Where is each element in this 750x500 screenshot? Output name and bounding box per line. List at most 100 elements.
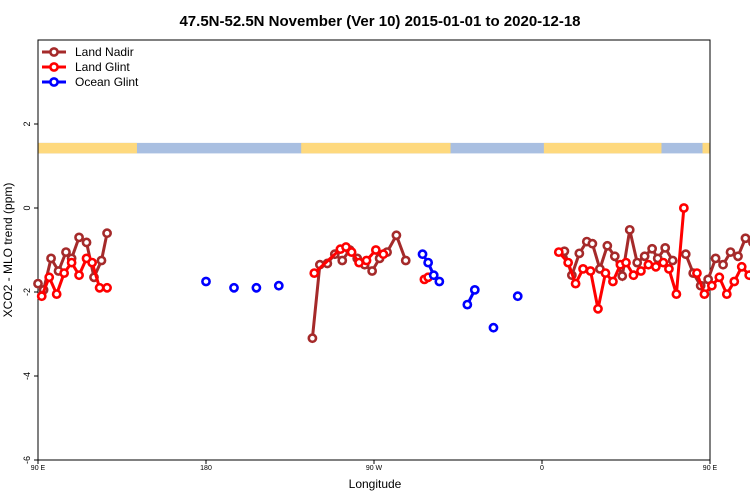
land-nadir-point (587, 238, 598, 249)
land-glint-point (59, 268, 70, 278)
x-tick-label: 90 E (703, 465, 718, 472)
land-glint-point (671, 289, 682, 299)
series-group (33, 203, 750, 344)
land-nadir-point (639, 251, 650, 262)
land-glint-point (563, 257, 574, 268)
land-glint-point (692, 268, 702, 278)
land-glint-point (74, 270, 84, 281)
y-tick-label: -4 (22, 372, 32, 380)
ocean-glint-point (462, 299, 473, 310)
land-glint-point (361, 255, 372, 266)
land-glint-point (346, 247, 357, 257)
legend-marker-land-nadir (49, 47, 59, 57)
land-glint-point (44, 272, 55, 283)
land-glint-point (341, 242, 351, 252)
ocean-glint-point (423, 257, 434, 268)
y-tick-label: 2 (22, 121, 32, 126)
y-tick-label: -6 (22, 456, 32, 464)
land-nadir-point (46, 253, 56, 264)
x-axis: 90 E 180 90 W 0 90 E (31, 460, 718, 472)
land-nadir-point (667, 255, 678, 266)
land-nadir-point (391, 230, 402, 241)
land-glint-point (699, 289, 710, 299)
land-glint-point (721, 289, 732, 299)
land-nadir-point (74, 232, 84, 243)
ocean-glint-point (434, 276, 445, 287)
chart-title: 47.5N-52.5N November (Ver 10) 2015-01-01… (179, 13, 580, 30)
land-nadir-point (609, 251, 620, 262)
land-glint-point (714, 272, 725, 283)
land-glint-point (621, 257, 631, 268)
ocean-glint-point (512, 291, 523, 302)
land-glint-point (378, 249, 389, 260)
land-nadir-point (602, 240, 613, 251)
ocean-glint-point (201, 276, 211, 287)
land-nadir-point (337, 255, 348, 266)
y-tick-label: 0 (22, 205, 32, 210)
land-nadir-point (400, 255, 411, 266)
land-nadir-point (725, 247, 736, 257)
land-nadir-point (718, 259, 728, 270)
land-ocean-band (38, 142, 710, 154)
land-glint-point (729, 276, 740, 287)
y-axis-label: XCO2 - MLO trend (ppm) (1, 183, 15, 318)
land-nadir-point (574, 248, 585, 259)
land-glint-point (706, 280, 717, 291)
ocean-glint-point (417, 249, 428, 260)
land-glint-point (578, 263, 588, 274)
legend-marker-ocean-glint (49, 77, 59, 87)
land-glint-point (744, 270, 750, 281)
land-glint-point (608, 276, 618, 287)
ocean-glint-point (469, 284, 480, 295)
land-nadir-point (733, 251, 743, 262)
y-tick-label: -2 (22, 288, 32, 296)
land-glint-point (51, 289, 62, 299)
land-band-segment (301, 142, 451, 154)
land-nadir-point (81, 237, 92, 248)
land-glint-point (94, 282, 105, 293)
land-nadir-point (632, 257, 643, 268)
ocean-glint-point (428, 270, 439, 281)
land-glint-point (593, 303, 603, 314)
land-glint-line (40, 256, 108, 299)
land-glint-point (354, 257, 364, 268)
land-nadir-point (647, 243, 658, 254)
land-glint-point (628, 270, 639, 281)
legend-label-land-nadir: Land Nadir (75, 45, 134, 59)
x-tick-label: 90 W (366, 465, 383, 472)
land-glint-point (585, 266, 596, 276)
land-band-segment (543, 142, 662, 154)
land-nadir-point (307, 333, 318, 344)
land-glint-point (36, 291, 47, 302)
land-glint-point (102, 282, 112, 293)
y-axis: -6 -4 -2 0 2 (22, 121, 38, 464)
land-nadir-point (367, 266, 378, 276)
ocean-glint-point (488, 322, 499, 333)
x-axis-label: Longitude (349, 477, 402, 491)
land-glint-point (553, 247, 564, 257)
land-glint-point (650, 261, 661, 272)
land-glint-point (309, 268, 320, 278)
land-nadir-point (102, 228, 112, 239)
land-nadir-point (617, 271, 628, 281)
x-tick-label: 0 (540, 465, 544, 472)
land-nadir-point (96, 255, 107, 266)
land-nadir-point (660, 242, 671, 253)
land-glint-point (678, 203, 689, 213)
ocean-glint-point (273, 280, 284, 291)
land-band-segment (38, 142, 137, 154)
land-nadir-point (740, 233, 750, 244)
land-glint-point (66, 257, 77, 268)
land-glint-point (370, 245, 381, 255)
legend-label-land-glint: Land Glint (75, 60, 130, 74)
land-glint-point (600, 268, 611, 278)
land-nadir-point (624, 224, 635, 235)
land-nadir-point (680, 249, 691, 260)
land-nadir-point (61, 247, 71, 257)
ocean-glint-point (229, 282, 239, 293)
legend-label-ocean-glint: Ocean Glint (75, 75, 139, 89)
land-glint-line (695, 264, 750, 298)
land-nadir-point (710, 253, 721, 264)
